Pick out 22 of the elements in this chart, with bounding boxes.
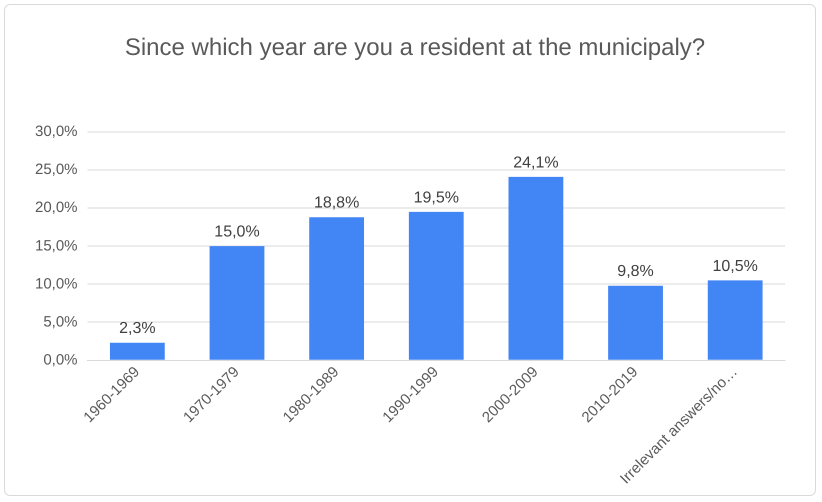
y-tick-label: 0,0% bbox=[43, 351, 78, 368]
bar bbox=[508, 176, 564, 360]
bar bbox=[110, 342, 165, 360]
data-label: 2,3% bbox=[119, 320, 156, 338]
data-label: 10,5% bbox=[712, 258, 758, 275]
y-tick-label: 10,0% bbox=[34, 275, 78, 292]
data-label: 24,1% bbox=[513, 154, 559, 172]
bar bbox=[309, 217, 364, 360]
y-tick-label: 20,0% bbox=[34, 199, 78, 216]
data-label: 19,5% bbox=[414, 189, 459, 206]
data-label: 15,0% bbox=[214, 224, 260, 241]
y-tick-label: 5,0% bbox=[43, 313, 78, 330]
bar bbox=[210, 246, 264, 360]
y-tick-label: 15,0% bbox=[34, 237, 78, 254]
bar bbox=[408, 212, 464, 360]
data-label: 18,8% bbox=[314, 194, 360, 212]
y-tick-label: 30,0% bbox=[34, 123, 78, 140]
data-label: 9,8% bbox=[617, 263, 654, 280]
y-tick-label: 25,0% bbox=[34, 161, 78, 178]
chart-title: Since which year are you a resident at the municipaly? bbox=[124, 33, 706, 63]
bar bbox=[608, 286, 663, 360]
bar bbox=[708, 280, 763, 360]
